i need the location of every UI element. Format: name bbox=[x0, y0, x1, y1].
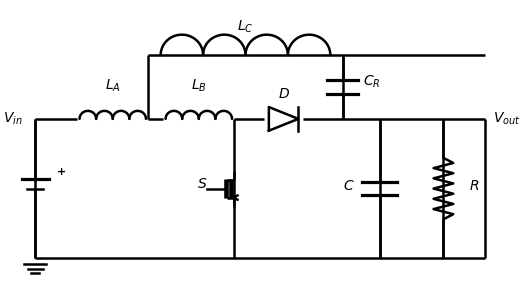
Text: $R$: $R$ bbox=[469, 179, 479, 193]
Text: $C_R$: $C_R$ bbox=[363, 74, 381, 90]
Text: $L_A$: $L_A$ bbox=[105, 78, 121, 94]
Text: $V_{out}$: $V_{out}$ bbox=[494, 111, 521, 127]
Text: $S$: $S$ bbox=[198, 177, 208, 191]
Text: $V_{in}$: $V_{in}$ bbox=[3, 111, 23, 127]
Text: +: + bbox=[57, 167, 66, 177]
Text: $L_C$: $L_C$ bbox=[237, 19, 254, 35]
Text: $D$: $D$ bbox=[278, 87, 290, 101]
Text: $C$: $C$ bbox=[343, 179, 355, 193]
Text: $L_B$: $L_B$ bbox=[191, 78, 206, 94]
